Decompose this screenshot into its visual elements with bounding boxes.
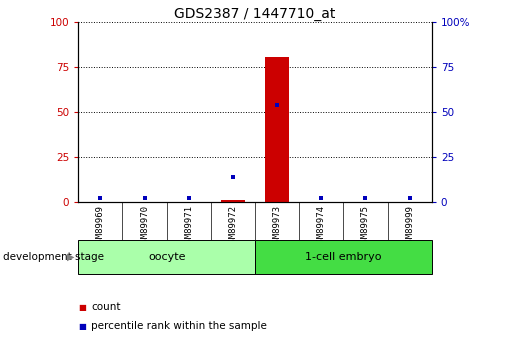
Text: ▶: ▶ — [67, 252, 74, 262]
Text: GSM89970: GSM89970 — [140, 205, 149, 248]
Text: GSM89971: GSM89971 — [184, 205, 193, 248]
Bar — [221, 200, 245, 202]
Text: GSM89972: GSM89972 — [228, 205, 237, 248]
Text: percentile rank within the sample: percentile rank within the sample — [91, 321, 267, 331]
FancyBboxPatch shape — [78, 240, 255, 274]
Text: oocyte: oocyte — [148, 252, 185, 262]
Text: count: count — [91, 302, 120, 312]
Text: GSM89999: GSM89999 — [405, 205, 414, 248]
Text: GSM89975: GSM89975 — [361, 205, 370, 248]
Text: development stage: development stage — [3, 252, 104, 262]
Text: GSM89973: GSM89973 — [273, 205, 282, 248]
Text: 1-cell embryo: 1-cell embryo — [305, 252, 382, 262]
Text: ■: ■ — [78, 322, 86, 331]
Text: ■: ■ — [78, 303, 86, 312]
FancyBboxPatch shape — [255, 240, 432, 274]
Title: GDS2387 / 1447710_at: GDS2387 / 1447710_at — [174, 7, 336, 21]
Text: GSM89974: GSM89974 — [317, 205, 326, 248]
Bar — [265, 57, 289, 202]
Text: GSM89969: GSM89969 — [96, 205, 105, 248]
